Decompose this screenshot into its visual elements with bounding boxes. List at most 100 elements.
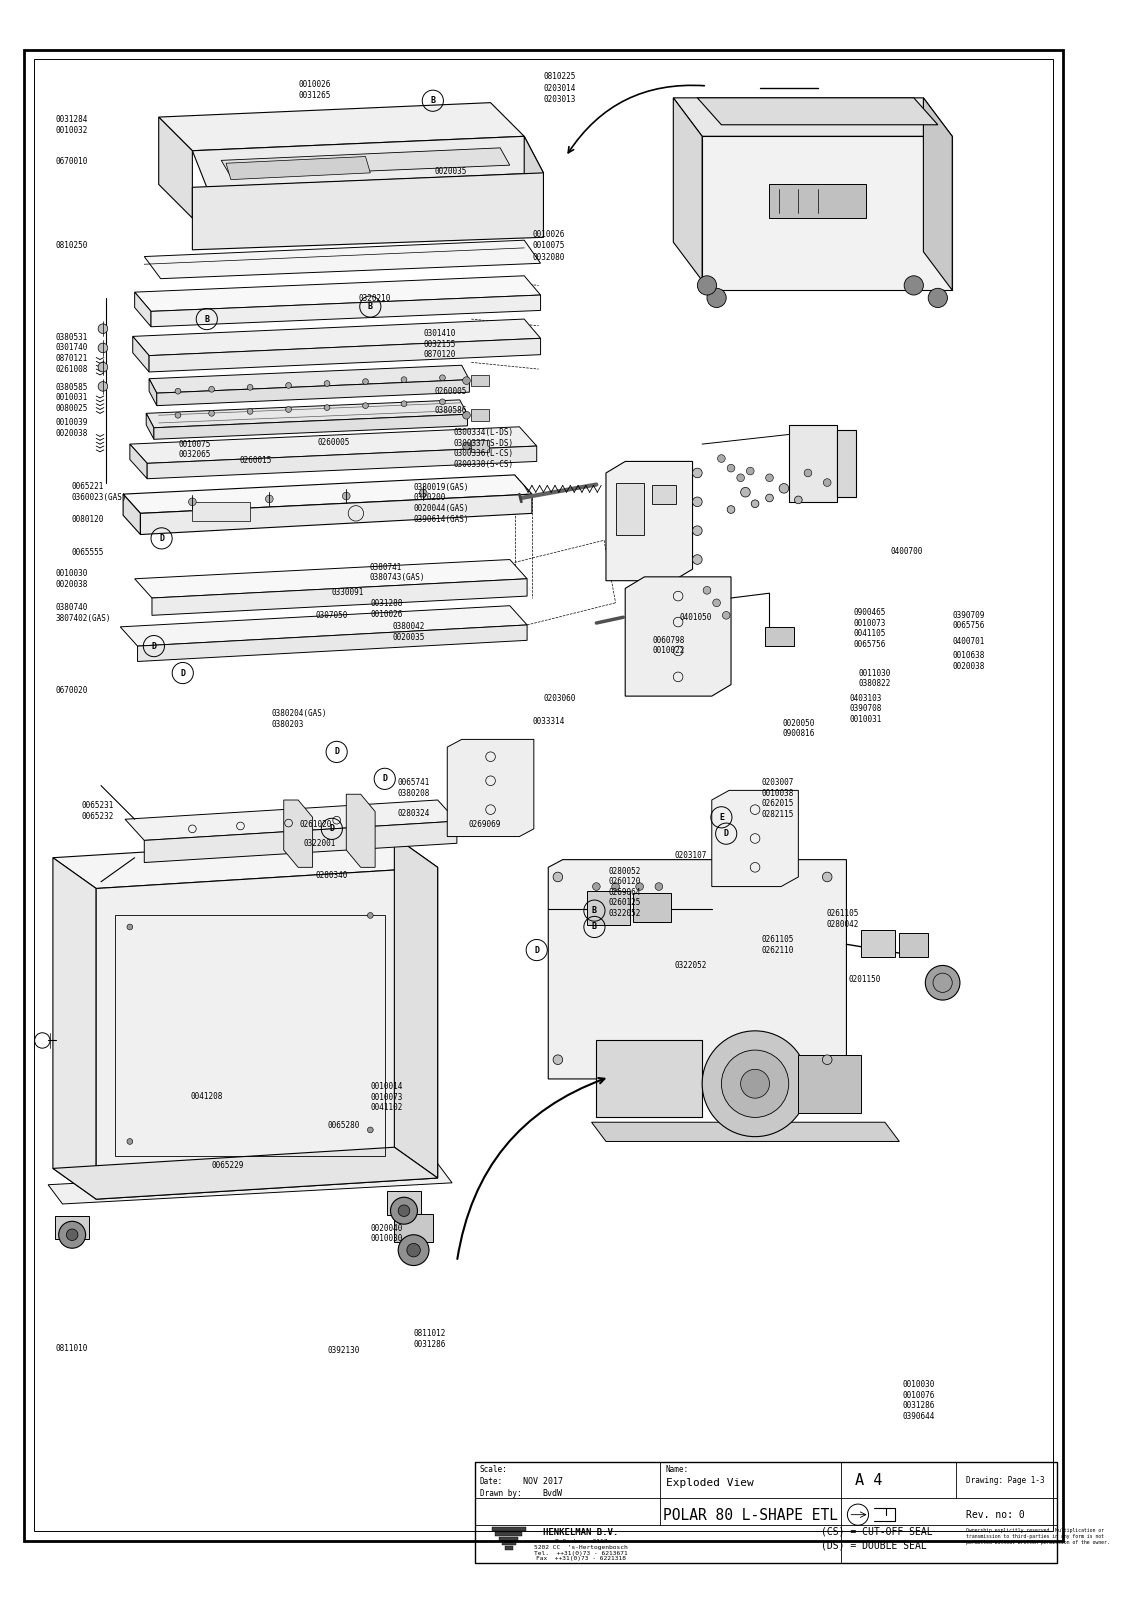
Text: 0280042: 0280042 bbox=[827, 920, 858, 928]
Text: 0020035: 0020035 bbox=[392, 634, 425, 642]
Text: B: B bbox=[430, 96, 435, 106]
Polygon shape bbox=[146, 413, 154, 440]
Polygon shape bbox=[284, 800, 312, 867]
Polygon shape bbox=[145, 821, 457, 862]
Text: D: D bbox=[159, 534, 164, 542]
Bar bbox=[472, 440, 489, 451]
Text: Name:: Name: bbox=[666, 1466, 689, 1474]
Text: 0033314: 0033314 bbox=[533, 717, 566, 726]
Text: 0300336(L-CS): 0300336(L-CS) bbox=[454, 450, 515, 458]
Text: 0320210: 0320210 bbox=[359, 294, 391, 304]
Polygon shape bbox=[146, 400, 467, 427]
Polygon shape bbox=[147, 446, 537, 478]
Text: 0020038: 0020038 bbox=[952, 662, 985, 670]
Text: 0020040: 0020040 bbox=[370, 1224, 403, 1232]
Circle shape bbox=[402, 402, 407, 406]
Polygon shape bbox=[132, 336, 149, 371]
Text: 0811010: 0811010 bbox=[55, 1344, 88, 1352]
Text: 0261020: 0261020 bbox=[299, 819, 331, 829]
Text: 0390709: 0390709 bbox=[952, 611, 985, 619]
Polygon shape bbox=[152, 294, 541, 326]
Text: 0260005: 0260005 bbox=[318, 438, 349, 446]
Circle shape bbox=[746, 467, 754, 475]
Circle shape bbox=[175, 413, 181, 418]
Text: 0065231: 0065231 bbox=[81, 802, 114, 810]
Circle shape bbox=[692, 469, 702, 478]
Text: Date:: Date: bbox=[480, 1477, 503, 1486]
Polygon shape bbox=[130, 445, 147, 478]
Circle shape bbox=[98, 381, 107, 392]
Circle shape bbox=[707, 288, 726, 307]
Text: 0280052: 0280052 bbox=[608, 867, 641, 875]
Text: 0261105: 0261105 bbox=[827, 909, 858, 918]
Text: 0870120: 0870120 bbox=[423, 350, 456, 358]
Text: 0380822: 0380822 bbox=[858, 678, 891, 688]
Text: 0020035: 0020035 bbox=[434, 168, 467, 176]
Text: 0670010: 0670010 bbox=[55, 157, 88, 166]
Text: 0010031: 0010031 bbox=[849, 715, 882, 723]
Circle shape bbox=[390, 1197, 417, 1224]
Text: 0010073: 0010073 bbox=[370, 1093, 403, 1102]
Circle shape bbox=[804, 469, 812, 477]
Bar bbox=[472, 410, 489, 421]
Text: HENKELMAN B.V.: HENKELMAN B.V. bbox=[543, 1528, 619, 1538]
Text: 0900465: 0900465 bbox=[853, 608, 886, 618]
Text: 0032065: 0032065 bbox=[179, 450, 211, 459]
Text: 0065741: 0065741 bbox=[397, 778, 430, 787]
Circle shape bbox=[692, 526, 702, 536]
Circle shape bbox=[822, 872, 832, 882]
Circle shape bbox=[463, 411, 470, 419]
Circle shape bbox=[822, 1054, 832, 1064]
Polygon shape bbox=[702, 136, 952, 290]
Circle shape bbox=[723, 611, 729, 619]
Polygon shape bbox=[592, 1122, 899, 1141]
Circle shape bbox=[722, 1050, 788, 1117]
Text: 0065221: 0065221 bbox=[71, 482, 104, 491]
Polygon shape bbox=[158, 117, 192, 218]
Polygon shape bbox=[123, 494, 140, 534]
Text: 0031286: 0031286 bbox=[903, 1402, 934, 1411]
Circle shape bbox=[636, 883, 644, 891]
Text: 0010030: 0010030 bbox=[903, 1381, 934, 1389]
Text: 0041208: 0041208 bbox=[190, 1091, 223, 1101]
Text: 0282115: 0282115 bbox=[762, 810, 794, 819]
Bar bbox=[387, 1192, 421, 1214]
Text: 0301410: 0301410 bbox=[423, 330, 456, 338]
Text: 0810250: 0810250 bbox=[55, 242, 88, 251]
Text: 0390708: 0390708 bbox=[849, 704, 882, 714]
Text: 0041105: 0041105 bbox=[853, 629, 886, 638]
Polygon shape bbox=[606, 461, 692, 581]
Circle shape bbox=[904, 275, 923, 294]
Text: 0065756: 0065756 bbox=[952, 621, 985, 630]
Bar bbox=[861, 930, 895, 957]
Text: D: D bbox=[180, 669, 185, 677]
Text: 0400700: 0400700 bbox=[891, 547, 923, 557]
Text: 0031288: 0031288 bbox=[370, 600, 403, 608]
Circle shape bbox=[713, 598, 720, 606]
Circle shape bbox=[440, 398, 446, 405]
Circle shape bbox=[741, 488, 750, 498]
Text: 0020038: 0020038 bbox=[55, 429, 88, 438]
Polygon shape bbox=[625, 578, 731, 696]
Circle shape bbox=[766, 474, 774, 482]
Text: 0010032: 0010032 bbox=[55, 126, 88, 134]
Text: Rev. no: 0: Rev. no: 0 bbox=[966, 1510, 1025, 1520]
Text: Drawn by:: Drawn by: bbox=[480, 1490, 521, 1498]
Text: 3807402(GAS): 3807402(GAS) bbox=[55, 614, 111, 622]
Polygon shape bbox=[53, 858, 96, 1198]
Circle shape bbox=[127, 1139, 132, 1144]
Text: D: D bbox=[534, 946, 539, 955]
Text: 0320200: 0320200 bbox=[414, 493, 446, 502]
Circle shape bbox=[779, 483, 788, 493]
Bar bbox=[495, 1531, 523, 1536]
Circle shape bbox=[463, 442, 470, 450]
Polygon shape bbox=[49, 1163, 452, 1203]
Bar bbox=[788, 426, 837, 502]
Circle shape bbox=[593, 883, 601, 891]
Text: 0870121: 0870121 bbox=[55, 354, 88, 363]
Text: D: D bbox=[724, 829, 728, 838]
Text: 0031284: 0031284 bbox=[55, 115, 88, 123]
Polygon shape bbox=[673, 98, 952, 136]
Bar bbox=[472, 374, 489, 386]
Text: Drawing: Page 1-3: Drawing: Page 1-3 bbox=[966, 1477, 1044, 1485]
